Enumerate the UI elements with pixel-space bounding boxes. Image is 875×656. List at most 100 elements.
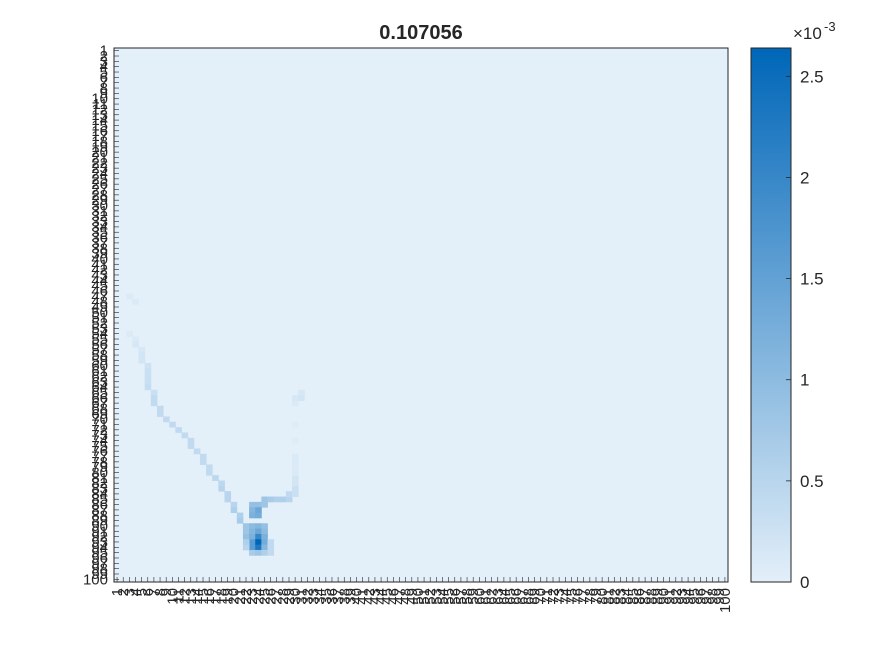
y-tick-label: 65 [91,384,108,401]
heatmap-cell [273,496,281,503]
colorbar-exponent-base: ×10 [793,24,822,43]
y-tick-label: 43 [91,267,108,284]
y-tick-label: 54 [91,326,108,343]
heatmap-cell [144,363,152,369]
y-tick-label: 57 [91,342,108,359]
heatmap-cell [249,539,256,546]
heatmap-cell [199,453,207,460]
x-tick-label: 60 [471,588,488,605]
y-tick-label: 56 [91,336,108,353]
y-tick-label: 35 [91,224,108,241]
y-tick-label: 64 [91,379,108,396]
x-tick-label: 38 [336,588,353,605]
y-tick-label: 9 [100,85,108,102]
heatmap-cell [249,533,256,540]
heatmap-background [114,48,728,582]
heatmap-cell [242,528,250,535]
y-tick-label: 71 [91,416,108,433]
x-tick-label: 82 [606,588,623,605]
x-tick-label: 75 [563,588,580,605]
colorbar-tick-label: 2 [800,168,809,187]
heatmap-cell [249,544,256,551]
y-tick-label: 92 [91,529,108,546]
x-tick-label: 18 [213,588,230,605]
heatmap-cell [224,491,232,497]
x-tick-label: 65 [502,588,519,605]
y-tick-label: 11 [92,96,108,113]
x-tick-label: 3 [121,588,138,596]
y-tick-label: 7 [100,75,108,92]
heatmap-cell [206,464,213,471]
y-tick-label: 46 [91,283,108,300]
y-tick-label: 25 [91,171,108,188]
y-tick-label: 74 [91,432,108,449]
x-tick-label: 72 [545,588,562,605]
x-tick-label: 55 [441,588,458,605]
heatmap-cell [218,480,225,487]
colorbar-tick-label: 2.5 [800,67,824,86]
y-tick-label: 100 [83,571,108,588]
heatmap-cell [249,528,256,535]
heatmap-cell [255,501,262,508]
y-tick-label: 91 [91,523,108,540]
y-tick-label: 22 [91,155,108,172]
y-tick-label: 2 [100,48,108,65]
heatmap-cell [150,395,158,401]
y-tick-label: 19 [91,139,108,156]
heatmap-cell [206,469,213,476]
x-tick-label: 27 [269,588,286,605]
heatmap-cell [236,512,244,519]
y-tick-label: 70 [91,411,108,428]
heatmap-cell [156,411,164,417]
x-tick-label: 93 [674,588,691,605]
heatmap-cell [249,512,256,519]
heatmap-cell [236,517,244,524]
x-tick-label: 44 [373,588,390,605]
y-axis-ticks: 1234567891011121314151617181920212223242… [83,43,119,588]
y-tick-label: 79 [91,459,108,476]
y-tick-label: 24 [91,165,108,182]
x-tick-label: 14 [189,588,206,605]
y-tick-label: 44 [91,272,108,289]
x-tick-label: 78 [582,588,599,605]
y-tick-label: 34 [91,219,108,236]
x-tick-label: 30 [287,588,304,605]
x-tick-label: 13 [183,588,200,605]
heatmap-cell [230,507,238,513]
x-tick-label: 51 [416,588,433,605]
x-tick-label: 37 [330,588,347,605]
y-tick-label: 3 [100,53,108,70]
heatmap-cell [163,416,170,423]
y-tick-label: 67 [91,395,108,412]
heatmap-cell [298,395,305,401]
heatmap-cell [292,485,299,492]
y-tick-label: 14 [91,112,108,129]
x-tick-label: 80 [594,588,611,605]
x-tick-label: 7 [146,588,163,596]
x-tick-label: 64 [496,588,513,605]
y-tick-label: 53 [91,320,108,337]
heatmap-cell [261,523,268,529]
y-tick-label: 49 [91,299,108,316]
x-tick-label: 98 [705,588,722,605]
y-tick-label: 84 [91,486,108,503]
y-tick-label: 4 [100,59,108,76]
x-tick-label: 90 [656,588,673,605]
y-tick-label: 20 [91,144,108,161]
y-tick-label: 68 [91,400,108,417]
x-tick-label: 31 [293,588,310,605]
y-tick-label: 95 [91,545,108,562]
y-tick-label: 28 [91,187,108,204]
y-tick-label: 55 [91,331,108,348]
heatmap-cell [292,464,299,471]
y-tick-label: 23 [91,160,108,177]
colorbar-exponent-power: -3 [824,19,836,34]
x-tick-label: 85 [625,588,642,605]
x-tick-label: 61 [477,588,494,605]
heatmap-cell [292,491,299,497]
y-tick-label: 78 [91,454,108,471]
y-tick-label: 41 [91,256,108,273]
heatmap-cell [261,544,268,551]
y-tick-label: 75 [91,438,108,455]
y-tick-label: 13 [91,107,108,124]
